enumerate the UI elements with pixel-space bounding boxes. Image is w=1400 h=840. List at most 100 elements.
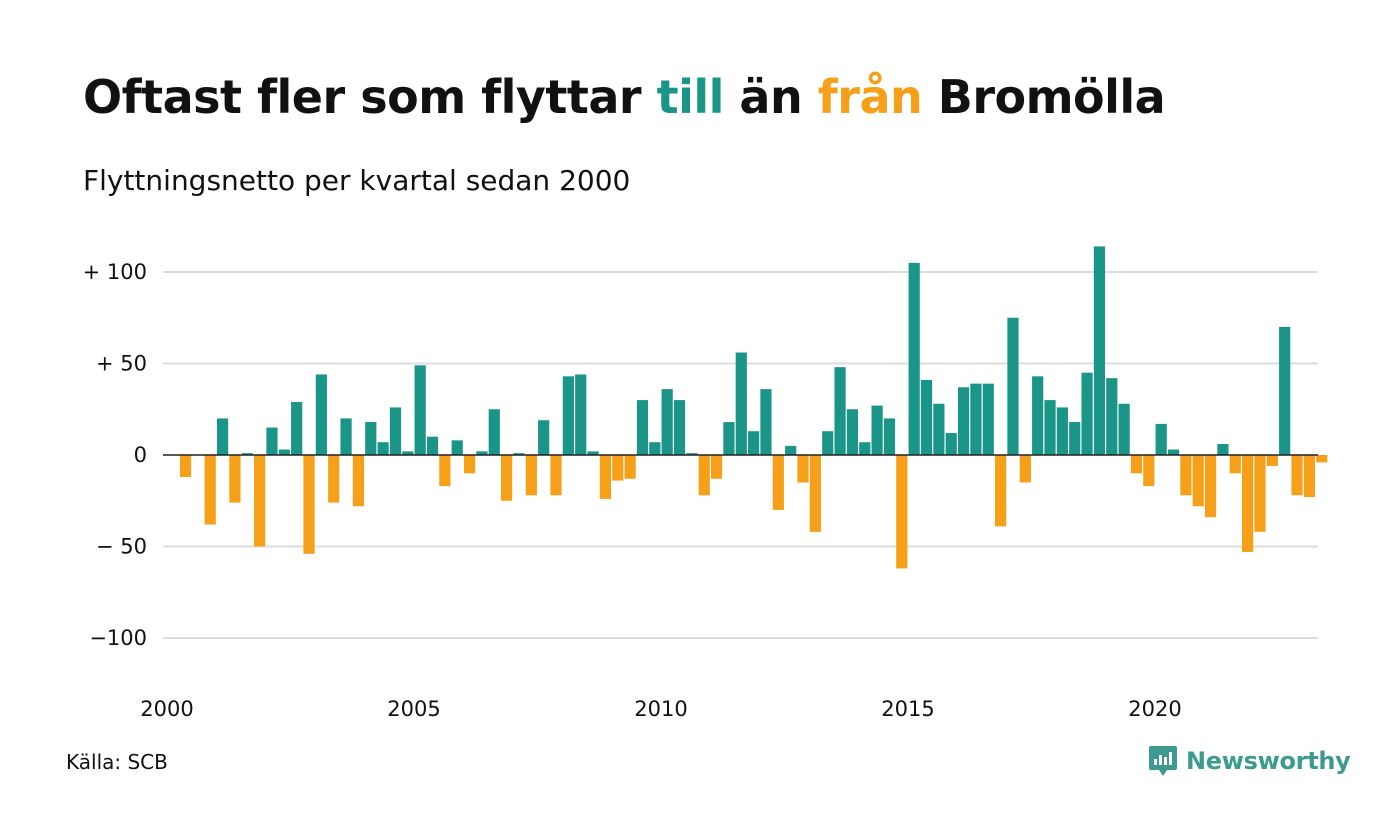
bar — [291, 401, 303, 455]
bar — [920, 379, 933, 455]
bar — [1019, 455, 1031, 483]
bar — [1032, 376, 1044, 455]
y-tick-label: + 50 — [96, 352, 147, 376]
bar — [513, 453, 525, 455]
bar — [933, 403, 945, 455]
bar — [1118, 403, 1130, 455]
bar — [315, 374, 327, 455]
bar — [402, 451, 414, 455]
bar — [797, 455, 809, 483]
y-tick-label: − 50 — [96, 535, 147, 559]
newsworthy-logo-icon — [1149, 746, 1177, 776]
bar — [636, 400, 649, 455]
x-tick-label: 2015 — [881, 697, 934, 721]
x-tick-label: 2005 — [387, 697, 440, 721]
bar — [995, 455, 1007, 527]
bar — [1106, 378, 1118, 455]
bar — [389, 407, 402, 455]
chart-title: Oftast fler som flyttar till än från Bro… — [83, 70, 1166, 124]
bar — [1056, 407, 1068, 455]
y-tick-label: 0 — [134, 443, 147, 467]
bar — [278, 449, 290, 455]
bar — [377, 442, 389, 455]
bar — [1291, 455, 1303, 496]
bar — [216, 418, 229, 455]
bar — [204, 455, 216, 525]
bar — [809, 455, 821, 532]
bar — [550, 455, 562, 496]
bar — [649, 442, 661, 455]
bar — [1229, 455, 1241, 474]
bar — [970, 383, 982, 455]
bar — [760, 389, 772, 455]
bar — [698, 455, 710, 496]
x-tick-label: 2020 — [1128, 697, 1181, 721]
bar — [723, 422, 735, 455]
bar — [1279, 326, 1291, 455]
brand-logo: Newsworthy — [1148, 744, 1351, 778]
bar — [846, 409, 859, 455]
source-label: Källa: SCB — [66, 750, 168, 774]
bar — [1316, 455, 1328, 463]
bar — [426, 436, 439, 455]
x-tick-label: 2000 — [140, 697, 193, 721]
bar — [414, 365, 426, 455]
bar — [673, 400, 686, 455]
bar — [1254, 455, 1266, 532]
bar — [266, 427, 278, 455]
bar — [945, 433, 957, 455]
chart-subtitle: Flyttningsnetto per kvartal sedan 2000 — [83, 164, 631, 197]
bar — [562, 376, 574, 455]
bar — [624, 455, 636, 479]
bar — [1204, 455, 1217, 518]
bar — [538, 420, 550, 455]
bar — [612, 455, 624, 481]
bar — [896, 455, 908, 569]
bar — [1217, 444, 1229, 455]
brand-name: Newsworthy — [1186, 747, 1351, 775]
y-tick-label: −100 — [89, 626, 147, 650]
bar — [241, 453, 253, 455]
bar — [501, 455, 513, 501]
bar-chart: + 100 + 50 0 − 50 −100 2000 2005 2010 2015 2020 — [83, 246, 1328, 721]
bar — [772, 455, 784, 510]
bar — [328, 455, 340, 503]
y-tick-label: + 100 — [83, 260, 147, 284]
bar — [1167, 449, 1180, 455]
bar — [748, 431, 760, 455]
bar — [686, 453, 698, 455]
bar — [1143, 455, 1155, 487]
bar — [1081, 372, 1093, 455]
bar — [883, 418, 896, 455]
bar — [982, 383, 994, 455]
bar — [1303, 455, 1315, 498]
bar — [957, 387, 970, 455]
bar — [859, 442, 871, 455]
title-highlight-fran: från — [817, 70, 923, 124]
bar — [735, 352, 747, 455]
bar — [1266, 455, 1278, 466]
bar — [822, 431, 834, 455]
bar — [476, 451, 488, 455]
bar — [451, 440, 463, 455]
bar — [525, 455, 537, 496]
title-part-1: Oftast fler som flyttar — [83, 70, 657, 124]
title-highlight-till: till — [656, 70, 725, 124]
title-part-3: än — [723, 70, 818, 124]
bar — [1093, 246, 1106, 455]
bar — [254, 455, 266, 547]
bar — [871, 405, 883, 455]
bar — [587, 451, 599, 455]
title-part-5: Bromölla — [922, 70, 1166, 124]
bar — [1155, 423, 1167, 455]
bar — [599, 455, 612, 499]
bar — [439, 455, 451, 487]
bar — [1130, 455, 1143, 474]
bar — [1192, 455, 1204, 507]
bar — [1007, 317, 1019, 455]
bar — [352, 455, 365, 507]
bar — [1242, 455, 1254, 552]
bar — [661, 389, 673, 455]
bar — [463, 455, 476, 474]
bar — [710, 455, 723, 479]
